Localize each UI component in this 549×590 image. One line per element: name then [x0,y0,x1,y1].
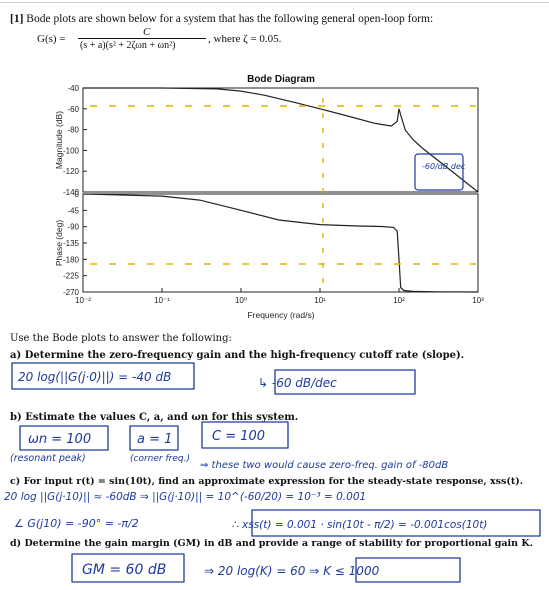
zeta-note: , where ζ = 0.05. [208,33,282,45]
phase-y-ticks: 0 -45 -90 -135 -180 -225 -270 [63,190,87,297]
magnitude-tick-label: -140 [63,188,80,197]
phase-tick-label: -180 [63,255,80,264]
magnitude-tick-label: -40 [67,84,79,93]
answer-c-line1: 20 log ||G(j·10)|| ≈ -60dB ⇒ ||G(j·10)||… [4,491,366,503]
question-b: b) Estimate the values C, a, and ωn for … [10,412,298,423]
problem-intro-text: Bode plots are shown below for a system … [26,13,434,25]
problem-intro: [1] Bode plots are shown below for a sys… [10,13,433,25]
slope-annotation: -60/dB dec [414,153,466,191]
magnitude-tick-label: -80 [67,126,79,135]
problem-number: [1] [10,13,24,25]
frequency-tick-label: 10⁻¹ [154,296,170,305]
tf-fraction-bar [78,38,206,39]
answer-b-a-box [129,425,179,451]
answer-b-a-note: (corner freq.) [130,454,190,464]
question-a: a) Determine the zero-frequency gain and… [10,350,464,361]
answer-b-c: C = 100 [212,429,265,444]
frequency-x-ticks: 10⁻² 10⁻¹ 10⁰ 10¹ 10² 10³ [75,288,484,305]
magnitude-tick-label: -100 [63,146,80,155]
answer-b-note: ⇒ these two would cause zero-freq. gain … [200,460,448,471]
phase-series-line [82,193,479,293]
answer-d-k-box [355,557,461,583]
magnitude-plot-frame [82,87,479,193]
answer-c-result-box [251,509,541,537]
phase-plot-frame [82,193,479,293]
phase-tick-label: -225 [63,272,80,281]
answer-c-line2: ∠ G(j10) = -90° = -π/2 [14,517,139,530]
frequency-tick-label: 10³ [472,296,484,305]
answer-a-gain-box [11,362,195,390]
phase-tick-label: -270 [63,288,80,297]
answer-d-gm: GM = 60 dB [82,562,166,578]
answer-b-wn-box [19,425,109,451]
magnitude-tick-label: -120 [63,167,80,176]
answer-b-wn: ωn = 100 [28,432,91,447]
frequency-tick-label: 10⁰ [235,296,247,305]
phase-tick-label: -90 [67,223,79,232]
bode-title: Bode Diagram [247,74,315,85]
instruction-text: Use the Bode plots to answer the followi… [10,333,232,344]
question-d: d) Determine the gain margin (GM) in dB … [10,538,533,549]
frequency-xlabel: Frequency (rad/s) [247,310,314,320]
frequency-tick-label: 10⁻² [75,296,91,305]
tf-denominator: (s + a)(s² + 2ζωn + ωn²) [80,40,176,51]
answer-a-slope-box [274,369,416,395]
frequency-tick-label: 10¹ [314,296,326,305]
answer-b-a: a = 1 [137,432,172,447]
answer-c-result: ∴ xss(t) = 0.001 · sin(10t - π/2) = -0.0… [232,519,487,531]
tf-lhs: G(s) = [37,33,66,45]
question-c: c) For input r(t) = sin(10t), find an ap… [10,476,523,487]
phase-ylabel: Phase (deg) [54,220,64,266]
magnitude-series-line [83,87,479,193]
frequency-tick-label: 10² [393,296,405,305]
answer-d-k: ⇒ 20 log(K) = 60 ⇒ K ≤ 1000 [204,564,380,578]
answer-b-c-box [201,421,289,449]
magnitude-y-ticks: -40 -60 -80 -100 -120 -140 [63,84,87,197]
phase-tick-label: 0 [75,190,80,199]
answer-b-wn-note: (resonant peak) [10,453,86,464]
answer-a-slope: ↳ -60 dB/dec [258,376,337,390]
tf-numerator: C [143,26,151,38]
magnitude-ylabel: Magnitude (dB) [54,111,64,169]
answer-a-gain: 20 log(||G(j·0)||) = -40 dB [18,370,171,384]
answer-d-gm-box [71,553,185,583]
phase-tick-label: -45 [67,206,79,215]
phase-tick-label: -135 [63,239,80,248]
slope-annotation-text: -60/dB dec [422,162,466,171]
top-rule [0,2,549,3]
magnitude-tick-label: -60 [67,105,79,114]
